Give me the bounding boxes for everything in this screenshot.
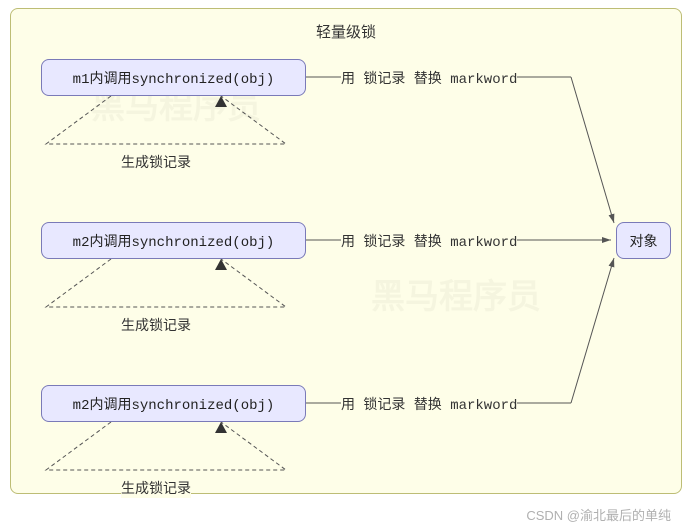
edge-label-m2a-obj: 用 锁记录 替换 markword xyxy=(341,231,517,251)
frame-title: 轻量级锁 xyxy=(11,21,681,42)
csdn-prefix: CSDN @ xyxy=(526,508,580,523)
node-m2b-sync: m2内调用synchronized(obj) xyxy=(41,385,306,422)
self-label-m1: 生成锁记录 xyxy=(121,152,191,172)
csdn-watermark: CSDN @渝北最后的单纯 xyxy=(526,505,671,524)
node-m2a-sync: m2内调用synchronized(obj) xyxy=(41,222,306,259)
frame-lightweight-lock: 轻量级锁 黑马程序员 黑马程序员 xyxy=(10,8,682,494)
diagram-canvas: 轻量级锁 黑马程序员 黑马程序员 xyxy=(0,0,691,530)
self-label-m2a: 生成锁记录 xyxy=(121,315,191,335)
node-m1-sync: m1内调用synchronized(obj) xyxy=(41,59,306,96)
self-label-m2b: 生成锁记录 xyxy=(121,478,191,498)
bg-watermark: 黑马程序员 xyxy=(371,269,541,318)
edge-label-m1-obj: 用 锁记录 替换 markword xyxy=(341,68,517,88)
node-object: 对象 xyxy=(616,222,671,259)
edge-label-m2b-obj: 用 锁记录 替换 markword xyxy=(341,394,517,414)
csdn-author: 渝北最后的单纯 xyxy=(580,508,671,523)
